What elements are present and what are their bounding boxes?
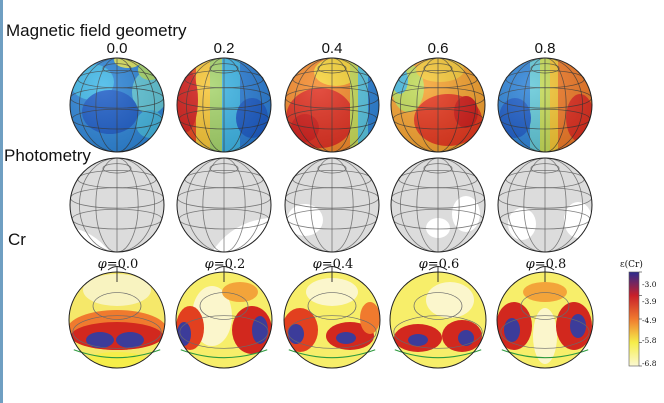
sphere-grid-layer — [68, 57, 594, 369]
colorbar-gradient — [628, 271, 640, 367]
cr-phase-label-0: φ=0.0 — [97, 257, 139, 272]
cr-phase-label-2: φ=0.4 — [312, 257, 354, 272]
colorbar-tick-label: -3.0 — [642, 280, 657, 289]
left-edge-stripe — [0, 0, 3, 403]
phase-label-1: 0.2 — [213, 40, 235, 57]
phase-label-4: 0.8 — [534, 40, 556, 57]
phase-label-2: 0.4 — [321, 40, 343, 57]
row-label-cr: Cr — [8, 230, 26, 249]
phot-sphere-grid — [390, 157, 486, 253]
phot-sphere-grid — [284, 157, 380, 253]
phase-label-0: 0.0 — [106, 40, 128, 57]
cr-sphere-grid — [175, 266, 273, 369]
row-label-magnetic: Magnetic field geometry — [6, 21, 187, 40]
mag-sphere-grid — [176, 57, 272, 153]
cr-sphere-grid — [68, 266, 166, 369]
phase-label-3: 0.6 — [427, 40, 449, 57]
cr-sphere-grid — [283, 266, 381, 369]
cr-sphere-grid — [496, 266, 594, 369]
row-label-photometry: Photometry — [4, 146, 91, 165]
cr-sphere-2 — [284, 272, 380, 368]
colorbar — [628, 271, 642, 367]
phot-sphere-grid — [497, 157, 593, 253]
colorbar-tick-label: -4.9 — [642, 316, 657, 325]
cr-sphere-grid — [389, 266, 487, 369]
mag-sphere-grid — [69, 57, 165, 153]
mag-sphere-grid — [390, 57, 486, 153]
cr-sphere-3 — [390, 272, 486, 368]
mag-sphere-grid — [497, 57, 593, 153]
phot-sphere-grid — [176, 157, 272, 253]
colorbar-title: ε(Cr) — [620, 260, 643, 270]
cr-sphere-0 — [69, 272, 165, 368]
cr-phase-label-1: φ=0.2 — [204, 257, 246, 272]
cr-phase-label-4: φ=0.8 — [525, 257, 567, 272]
cr-sphere-4 — [497, 272, 593, 368]
colorbar-tick-marks — [639, 271, 642, 367]
colorbar-tick-label: -6.8 — [642, 359, 657, 368]
cr-phase-label-3: φ=0.6 — [418, 257, 460, 272]
phot-sphere-grid — [69, 157, 165, 253]
colorbar-tick-label: -3.9 — [642, 297, 657, 306]
mag-sphere-grid — [284, 57, 380, 153]
colorbar-tick-label: -5.8 — [642, 336, 657, 345]
